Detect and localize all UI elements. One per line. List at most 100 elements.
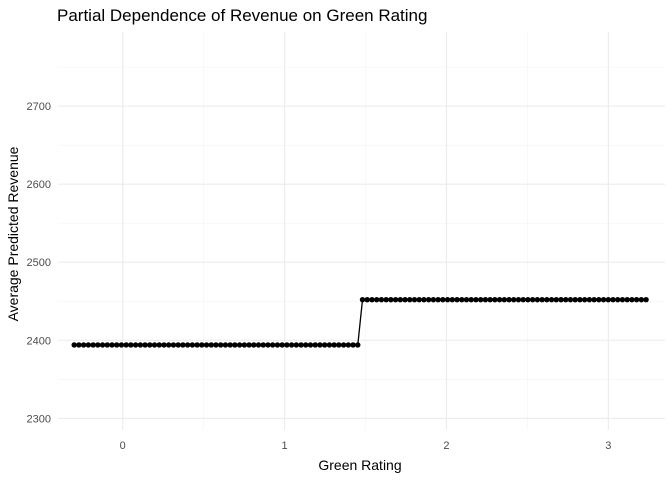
data-point bbox=[260, 342, 266, 348]
data-point bbox=[477, 296, 484, 303]
data-point bbox=[317, 342, 323, 348]
data-point bbox=[473, 296, 479, 303]
series-points bbox=[71, 296, 649, 348]
y-axis-title: Average Predicted Revenue bbox=[5, 146, 21, 321]
data-point bbox=[331, 342, 337, 348]
data-point bbox=[463, 296, 470, 303]
data-point bbox=[298, 342, 304, 348]
data-point bbox=[199, 342, 205, 348]
data-point bbox=[586, 296, 593, 303]
data-point bbox=[85, 342, 92, 348]
x-axis-title: Green Rating bbox=[318, 457, 401, 473]
y-tick-label: 2500 bbox=[27, 257, 51, 269]
data-point bbox=[392, 296, 399, 303]
data-point bbox=[246, 342, 252, 348]
data-point bbox=[189, 342, 196, 348]
data-point bbox=[388, 296, 394, 303]
data-point bbox=[539, 296, 545, 303]
data-point bbox=[435, 296, 441, 303]
data-point bbox=[544, 296, 550, 303]
y-tick-label: 2600 bbox=[27, 179, 51, 191]
data-point bbox=[383, 296, 389, 303]
data-point bbox=[270, 342, 276, 348]
series-line-layer bbox=[74, 299, 647, 346]
data-point bbox=[71, 342, 77, 348]
data-point bbox=[90, 342, 96, 348]
data-point bbox=[340, 342, 347, 348]
data-point bbox=[487, 296, 493, 303]
data-point bbox=[123, 342, 129, 348]
data-point bbox=[577, 296, 583, 303]
data-point bbox=[255, 342, 262, 348]
data-point bbox=[251, 342, 257, 348]
data-point bbox=[643, 296, 649, 303]
data-point bbox=[293, 342, 300, 348]
data-point bbox=[534, 296, 541, 303]
data-point bbox=[548, 296, 555, 303]
data-point bbox=[397, 296, 404, 303]
data-point bbox=[421, 296, 427, 303]
x-tick-label: 0 bbox=[120, 440, 126, 452]
data-point bbox=[359, 296, 366, 303]
data-point bbox=[208, 342, 214, 348]
data-point bbox=[511, 296, 517, 303]
data-point bbox=[236, 342, 243, 348]
data-point bbox=[407, 296, 413, 303]
data-point bbox=[492, 296, 498, 303]
data-point bbox=[468, 296, 474, 303]
data-point bbox=[596, 296, 602, 303]
data-point bbox=[425, 296, 432, 303]
data-point bbox=[303, 342, 309, 348]
x-tick-label: 3 bbox=[605, 440, 611, 452]
data-point bbox=[279, 342, 285, 348]
data-point bbox=[529, 296, 536, 303]
y-tick-label: 2700 bbox=[27, 101, 51, 113]
data-point bbox=[482, 296, 489, 303]
data-point bbox=[624, 296, 630, 303]
data-point bbox=[109, 342, 115, 348]
y-tick-label: 2400 bbox=[27, 335, 51, 347]
data-point bbox=[175, 342, 181, 348]
data-point bbox=[369, 296, 375, 303]
data-point bbox=[132, 342, 139, 348]
data-point bbox=[515, 296, 522, 303]
data-point bbox=[501, 296, 507, 303]
data-point bbox=[180, 342, 186, 348]
data-point bbox=[581, 296, 588, 303]
data-point bbox=[430, 296, 437, 303]
data-point bbox=[137, 342, 144, 348]
data-point bbox=[142, 342, 148, 348]
data-point bbox=[373, 296, 380, 303]
plot-area bbox=[58, 32, 665, 430]
data-point bbox=[449, 296, 456, 303]
data-point bbox=[563, 296, 569, 303]
data-point bbox=[591, 296, 597, 303]
data-point bbox=[203, 342, 210, 348]
data-point bbox=[402, 296, 408, 303]
data-point bbox=[572, 296, 578, 303]
data-point bbox=[288, 342, 295, 348]
data-point bbox=[610, 296, 616, 303]
data-point bbox=[222, 342, 229, 348]
data-point bbox=[241, 342, 248, 348]
data-point bbox=[104, 342, 110, 348]
data-point bbox=[184, 342, 191, 348]
data-point bbox=[378, 296, 385, 303]
data-point bbox=[321, 342, 328, 348]
data-point bbox=[99, 342, 106, 348]
data-point bbox=[411, 296, 418, 303]
data-point bbox=[80, 342, 87, 348]
data-point bbox=[355, 342, 361, 348]
x-tick-label: 1 bbox=[282, 440, 288, 452]
data-point bbox=[213, 342, 219, 348]
data-point bbox=[615, 296, 621, 303]
data-point bbox=[496, 296, 503, 303]
data-point bbox=[118, 342, 125, 348]
data-point bbox=[364, 296, 370, 303]
data-point bbox=[76, 342, 82, 348]
data-point bbox=[558, 296, 564, 303]
data-point bbox=[265, 342, 271, 348]
data-point bbox=[128, 342, 134, 348]
data-point bbox=[232, 342, 238, 348]
series-line bbox=[74, 299, 647, 346]
